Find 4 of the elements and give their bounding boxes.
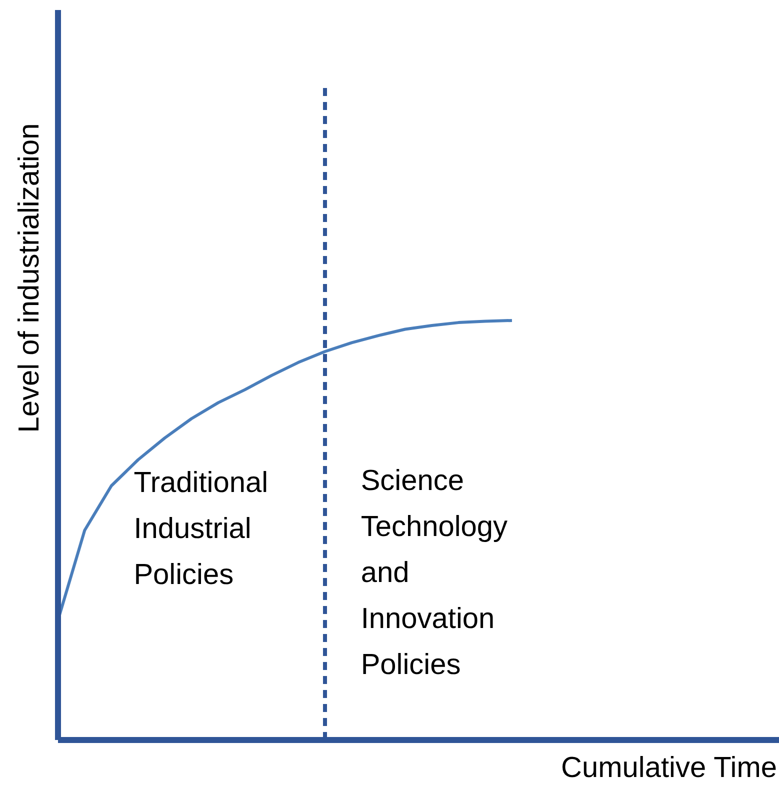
annotation: Traditional Industrial Policies xyxy=(134,466,270,593)
annotation: Science Technology and Innovation Policies xyxy=(360,464,509,683)
y-axis-title: Level of industrialization xyxy=(14,123,46,433)
x-axis-title: Cumulative Time xyxy=(561,752,777,785)
